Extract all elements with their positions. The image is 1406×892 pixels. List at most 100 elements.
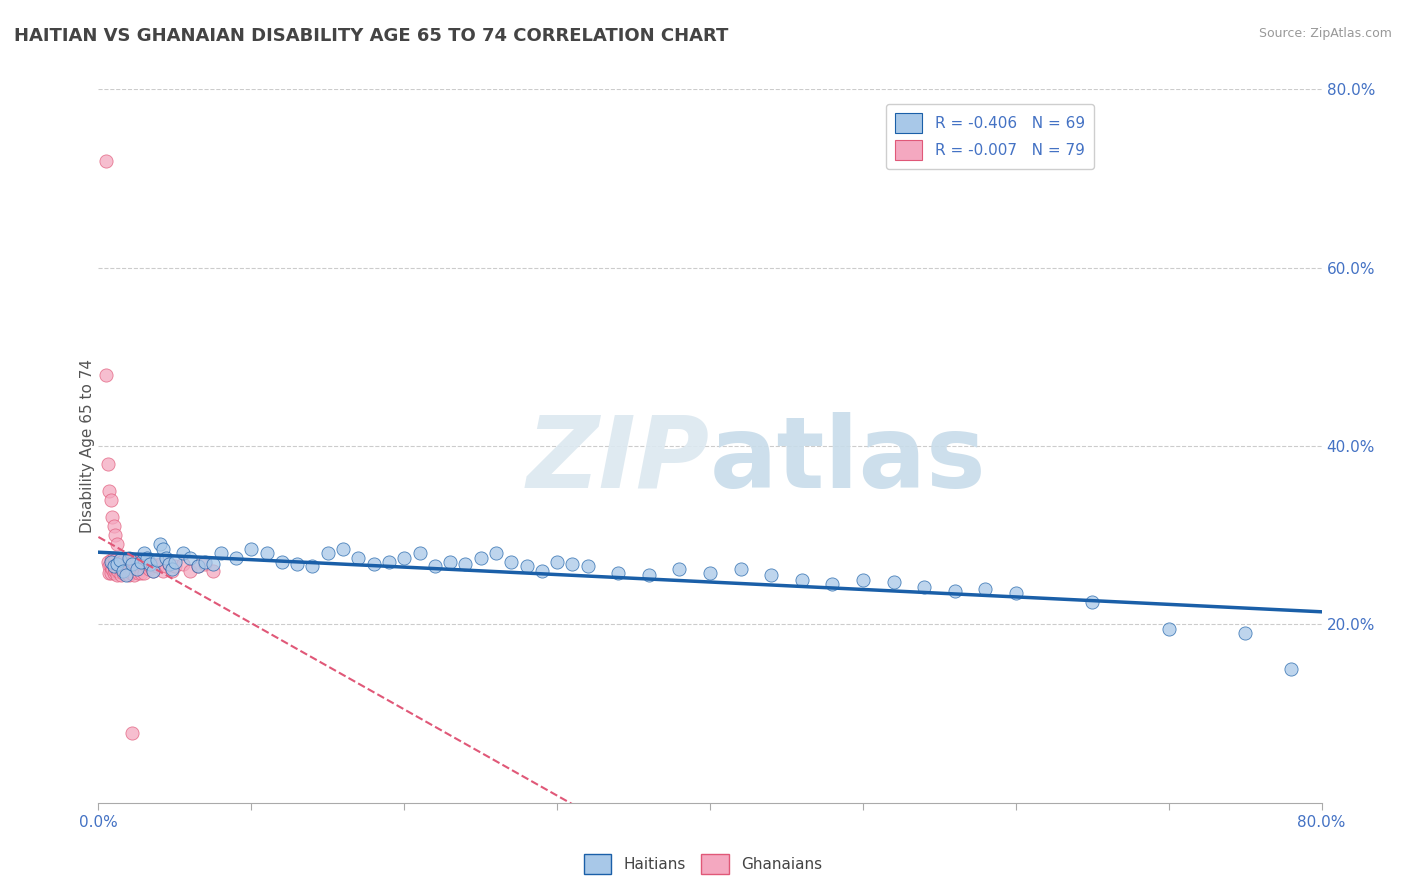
Point <box>194 557 217 571</box>
Point <box>105 564 128 578</box>
Point <box>118 564 141 578</box>
Point <box>103 519 125 533</box>
Point <box>172 557 194 571</box>
Point <box>127 555 149 569</box>
Point <box>111 557 134 571</box>
Point <box>98 559 121 574</box>
Text: HAITIAN VS GHANAIAN DISABILITY AGE 65 TO 74 CORRELATION CHART: HAITIAN VS GHANAIAN DISABILITY AGE 65 TO… <box>14 27 728 45</box>
Point <box>194 555 217 569</box>
Point <box>115 566 138 580</box>
Point <box>145 559 167 574</box>
Point <box>111 566 134 580</box>
Point <box>423 559 446 574</box>
Point <box>107 557 129 571</box>
Point <box>157 557 180 571</box>
Point <box>101 510 124 524</box>
Point <box>97 555 120 569</box>
Point <box>202 564 225 578</box>
Point <box>117 564 139 578</box>
Point <box>139 559 162 574</box>
Point <box>100 553 122 567</box>
Legend: Haitians, Ghanaians: Haitians, Ghanaians <box>578 848 828 880</box>
Point <box>100 492 122 507</box>
Point <box>347 550 370 565</box>
Point <box>187 559 209 574</box>
Point <box>155 559 177 574</box>
Point <box>129 555 152 569</box>
Point <box>607 566 630 580</box>
Point <box>759 568 782 582</box>
Point <box>163 559 186 574</box>
Point <box>104 553 127 567</box>
Point <box>256 546 278 560</box>
Point <box>134 566 156 580</box>
Point <box>117 557 139 571</box>
Point <box>485 546 508 560</box>
Point <box>111 564 134 578</box>
Point <box>103 566 125 580</box>
Point <box>136 557 159 571</box>
Point <box>1279 662 1302 676</box>
Point <box>103 559 125 574</box>
Point <box>160 564 183 578</box>
Point <box>110 555 132 569</box>
Point <box>108 560 131 574</box>
Point <box>546 555 568 569</box>
Point <box>1157 622 1180 636</box>
Y-axis label: Disability Age 65 to 74: Disability Age 65 to 74 <box>80 359 94 533</box>
Point <box>108 553 131 567</box>
Point <box>121 564 143 578</box>
Point <box>1081 595 1104 609</box>
Point <box>118 550 141 565</box>
Text: atlas: atlas <box>710 412 987 508</box>
Point <box>152 541 174 556</box>
Point <box>730 562 752 576</box>
Point <box>561 557 583 571</box>
Point <box>98 566 121 580</box>
Point <box>125 562 148 576</box>
Point <box>139 557 162 571</box>
Point <box>790 573 813 587</box>
Point <box>125 553 148 567</box>
Point <box>101 562 124 576</box>
Point <box>285 557 308 571</box>
Point <box>152 564 174 578</box>
Point <box>112 553 135 567</box>
Point <box>125 564 148 578</box>
Point <box>363 557 385 571</box>
Text: ZIP: ZIP <box>527 412 710 508</box>
Point <box>145 553 167 567</box>
Point <box>821 577 844 591</box>
Point <box>378 555 401 569</box>
Point <box>301 559 323 574</box>
Point <box>122 559 145 574</box>
Point <box>912 580 935 594</box>
Point <box>1004 586 1026 600</box>
Point <box>129 555 152 569</box>
Point <box>124 557 146 571</box>
Point <box>332 541 354 556</box>
Point <box>516 559 538 574</box>
Point <box>103 559 125 574</box>
Point <box>668 562 690 576</box>
Point <box>134 546 156 560</box>
Point <box>122 568 145 582</box>
Point <box>470 550 492 565</box>
Point <box>94 153 117 168</box>
Point <box>98 483 121 498</box>
Point <box>699 566 721 580</box>
Point <box>149 537 172 551</box>
Text: Source: ZipAtlas.com: Source: ZipAtlas.com <box>1258 27 1392 40</box>
Point <box>501 555 523 569</box>
Point <box>883 574 905 589</box>
Point <box>149 557 172 571</box>
Point <box>392 550 416 565</box>
Point <box>454 557 477 571</box>
Point <box>105 557 128 571</box>
Point <box>637 568 661 582</box>
Point <box>179 550 201 565</box>
Point <box>120 566 142 580</box>
Point <box>316 546 339 560</box>
Point <box>121 557 143 571</box>
Point <box>138 562 160 576</box>
